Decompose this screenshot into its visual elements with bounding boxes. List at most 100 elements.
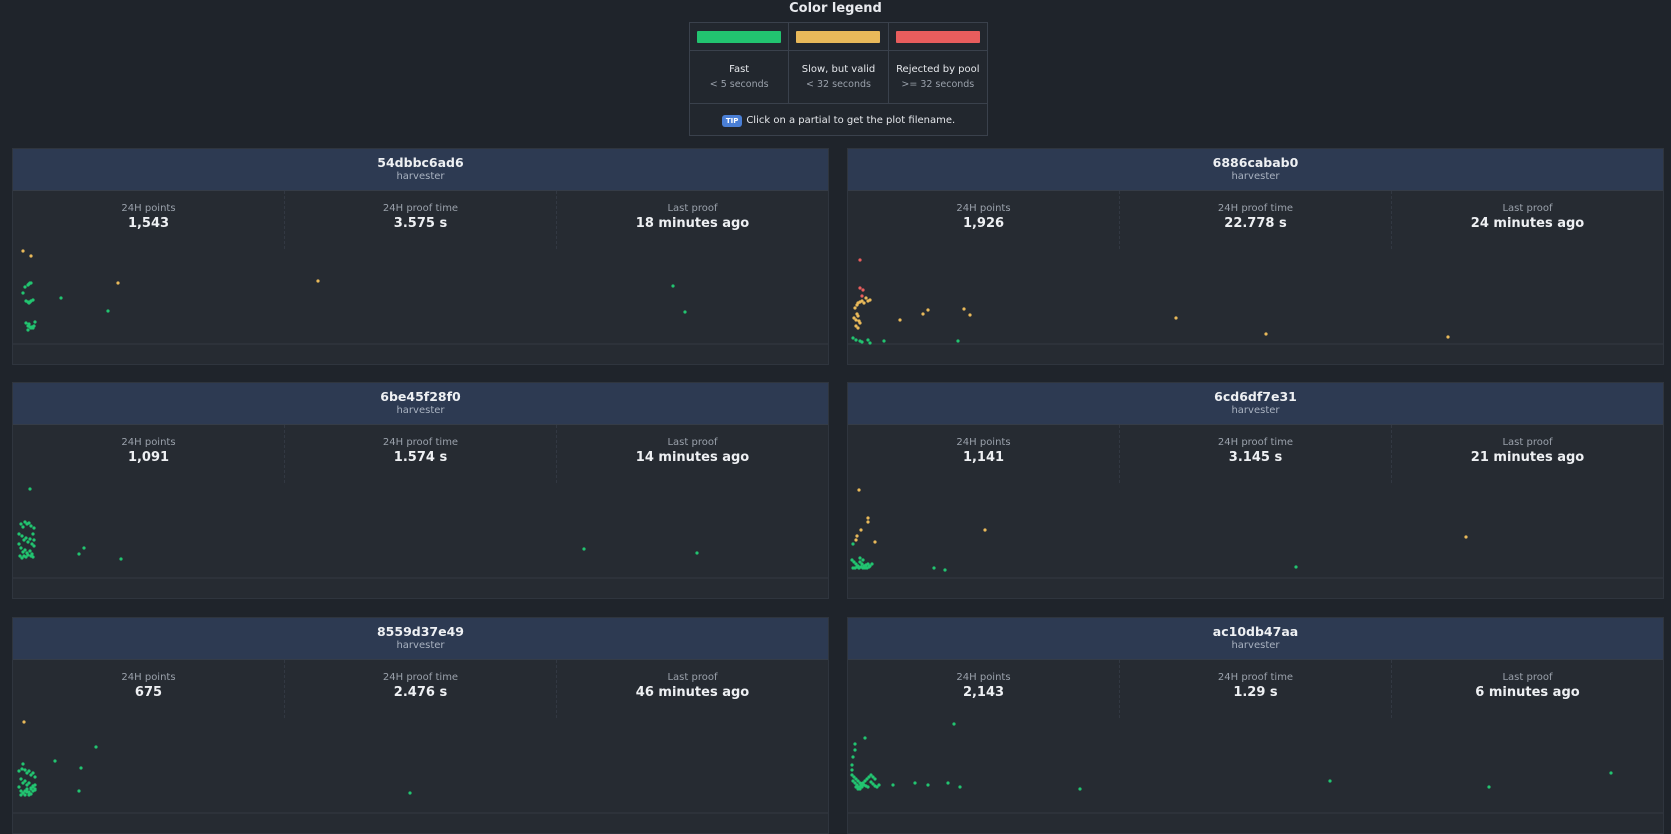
partial-dot-fast[interactable] xyxy=(25,787,29,791)
partial-dot-fast[interactable] xyxy=(869,773,873,777)
partial-dot-rejected[interactable] xyxy=(860,294,864,298)
partial-dot-slow[interactable] xyxy=(854,538,858,542)
partial-dot-fast[interactable] xyxy=(858,787,862,791)
partial-dot-fast[interactable] xyxy=(21,762,25,766)
partial-dot-slow[interactable] xyxy=(853,306,857,310)
partial-dot-slow[interactable] xyxy=(968,313,972,317)
partial-dot-fast[interactable] xyxy=(17,769,21,773)
partial-dot-fast[interactable] xyxy=(19,789,23,793)
partial-dot-fast[interactable] xyxy=(20,534,24,538)
partial-dot-slow[interactable] xyxy=(1174,316,1178,320)
partial-dot-fast[interactable] xyxy=(865,777,869,781)
partial-dot-fast[interactable] xyxy=(882,339,886,343)
partial-dot-fast[interactable] xyxy=(19,522,23,526)
partial-dot-fast[interactable] xyxy=(850,773,854,777)
partial-dot-fast[interactable] xyxy=(853,742,857,746)
partial-dot-fast[interactable] xyxy=(32,526,36,530)
partial-dot-fast[interactable] xyxy=(31,785,35,789)
partial-dot-fast[interactable] xyxy=(31,298,35,302)
partial-dot-slow[interactable] xyxy=(862,301,866,305)
partial-dot-fast[interactable] xyxy=(33,783,37,787)
partial-dot-fast[interactable] xyxy=(19,793,23,797)
partial-dot-fast[interactable] xyxy=(860,340,864,344)
partial-dot-slow[interactable] xyxy=(857,488,861,492)
partial-dot-fast[interactable] xyxy=(861,781,865,785)
partial-dot-fast[interactable] xyxy=(695,551,699,555)
partial-dot-fast[interactable] xyxy=(119,557,123,561)
partial-dot-fast[interactable] xyxy=(19,546,23,550)
partial-dot-fast[interactable] xyxy=(1487,785,1491,789)
partial-dot-fast[interactable] xyxy=(853,781,857,785)
partial-dot-fast[interactable] xyxy=(30,542,34,546)
partial-dot-fast[interactable] xyxy=(21,791,25,795)
partial-dot-fast[interactable] xyxy=(926,783,930,787)
partial-dot-fast[interactable] xyxy=(82,546,86,550)
partial-dot-fast[interactable] xyxy=(24,555,28,559)
partial-dot-fast[interactable] xyxy=(28,537,32,541)
partial-dot-fast[interactable] xyxy=(863,779,867,783)
partial-dot-fast[interactable] xyxy=(23,285,27,289)
partial-dot-fast[interactable] xyxy=(860,785,864,789)
partial-dot-fast[interactable] xyxy=(27,521,31,525)
partial-dot-fast[interactable] xyxy=(25,790,29,794)
partial-dot-fast[interactable] xyxy=(79,766,83,770)
partial-dot-fast[interactable] xyxy=(17,785,21,789)
partial-dot-slow[interactable] xyxy=(852,316,856,320)
partial-dot-fast[interactable] xyxy=(861,558,865,562)
partial-dot-slow[interactable] xyxy=(983,528,987,532)
partial-dot-fast[interactable] xyxy=(29,792,33,796)
partial-dot-fast[interactable] xyxy=(853,748,857,752)
partial-dot-fast[interactable] xyxy=(869,780,873,784)
partial-dot-slow[interactable] xyxy=(856,314,860,318)
partial-dot-rejected[interactable] xyxy=(861,288,865,292)
partial-dot-fast[interactable] xyxy=(1609,771,1613,775)
partial-dot-slow[interactable] xyxy=(898,318,902,322)
partial-dot-fast[interactable] xyxy=(868,341,872,345)
partial-dot-slow[interactable] xyxy=(116,281,120,285)
partial-dot-fast[interactable] xyxy=(683,310,687,314)
partial-dot-rejected[interactable] xyxy=(858,286,862,290)
partial-dot-fast[interactable] xyxy=(28,487,32,491)
partial-dot-fast[interactable] xyxy=(33,775,37,779)
partial-dot-fast[interactable] xyxy=(866,338,870,342)
partial-dot-fast[interactable] xyxy=(851,755,855,759)
partial-dot-slow[interactable] xyxy=(316,279,320,283)
partial-dot-fast[interactable] xyxy=(873,777,877,781)
partial-dot-fast[interactable] xyxy=(856,779,860,783)
partial-dot-fast[interactable] xyxy=(854,562,858,566)
partial-dot-fast[interactable] xyxy=(17,542,21,546)
partial-dot-fast[interactable] xyxy=(27,769,31,773)
partial-dot-fast[interactable] xyxy=(21,525,25,529)
partial-dot-fast[interactable] xyxy=(891,783,895,787)
partial-dot-slow[interactable] xyxy=(866,516,870,520)
partial-dot-fast[interactable] xyxy=(22,538,26,542)
partial-dot-fast[interactable] xyxy=(25,771,29,775)
partial-dot-fast[interactable] xyxy=(23,793,27,797)
partial-dot-fast[interactable] xyxy=(850,558,854,562)
partial-dot-slow[interactable] xyxy=(962,307,966,311)
partial-dot-slow[interactable] xyxy=(854,324,858,328)
partial-dot-fast[interactable] xyxy=(852,775,856,779)
partial-dot-fast[interactable] xyxy=(867,775,871,779)
partial-dot-rejected[interactable] xyxy=(858,258,862,262)
partial-dot-fast[interactable] xyxy=(21,781,25,785)
partial-dot-slow[interactable] xyxy=(1264,332,1268,336)
partial-dot-fast[interactable] xyxy=(31,532,35,536)
partial-dot-fast[interactable] xyxy=(29,524,33,528)
partial-dot-fast[interactable] xyxy=(27,781,31,785)
partial-dot-fast[interactable] xyxy=(932,566,936,570)
partial-dot-slow[interactable] xyxy=(859,528,863,532)
partial-dot-slow[interactable] xyxy=(858,321,862,325)
partial-dot-fast[interactable] xyxy=(21,550,25,554)
partial-dot-fast[interactable] xyxy=(26,553,30,557)
partial-dot-fast[interactable] xyxy=(26,328,30,332)
partial-dot-fast[interactable] xyxy=(24,321,28,325)
partial-dot-fast[interactable] xyxy=(53,759,57,763)
partial-dot-fast[interactable] xyxy=(877,783,881,787)
partial-dot-fast[interactable] xyxy=(1328,779,1332,783)
partial-dot-fast[interactable] xyxy=(852,560,856,564)
partial-dot-fast[interactable] xyxy=(871,782,875,786)
partial-dot-slow[interactable] xyxy=(926,308,930,312)
partial-dot-fast[interactable] xyxy=(94,745,98,749)
partial-dot-fast[interactable] xyxy=(29,787,33,791)
